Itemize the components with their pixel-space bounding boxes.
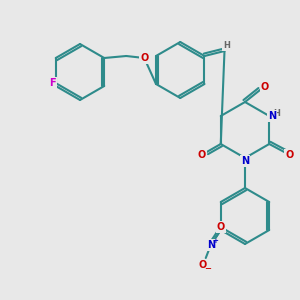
Text: N: N bbox=[207, 240, 215, 250]
Text: H: H bbox=[223, 41, 230, 50]
Text: N: N bbox=[241, 156, 249, 166]
Text: O: O bbox=[217, 222, 225, 232]
Text: O: O bbox=[199, 260, 207, 270]
Text: N: N bbox=[268, 111, 276, 121]
Text: F: F bbox=[50, 78, 56, 88]
Text: H: H bbox=[273, 109, 280, 118]
Text: O: O bbox=[140, 53, 148, 63]
Text: O: O bbox=[285, 150, 293, 160]
Text: O: O bbox=[261, 82, 269, 92]
Text: −: − bbox=[204, 265, 211, 274]
Text: +: + bbox=[212, 238, 218, 244]
Text: O: O bbox=[198, 150, 206, 160]
